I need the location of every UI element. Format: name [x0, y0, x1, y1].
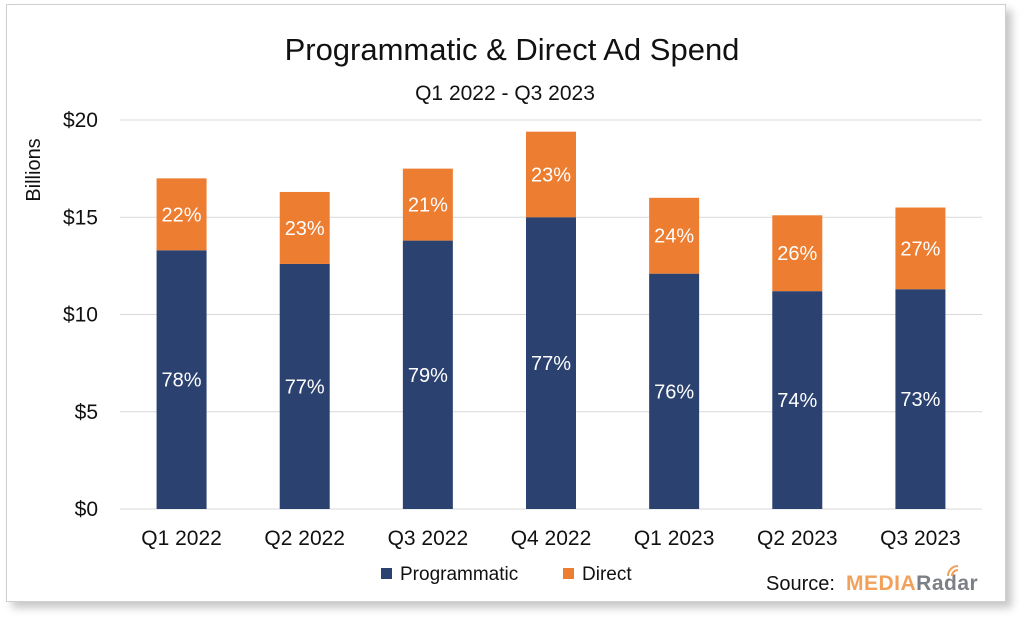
data-label-programmatic: 77% — [531, 353, 571, 375]
legend: Programmatic Direct — [381, 564, 632, 585]
x-category-label: Q1 2022 — [141, 527, 222, 550]
source-label: Source: — [766, 573, 835, 595]
x-axis-categories: Q1 2022 Q2 2022 Q3 2022 Q4 2022 Q1 2023 Q2 20… — [141, 527, 960, 550]
data-label-direct: 24% — [654, 226, 694, 248]
data-label-direct: 21% — [408, 195, 448, 217]
x-category-label: Q2 2023 — [757, 527, 838, 550]
chart-subtitle: Q1 2022 - Q3 2023 — [415, 82, 595, 105]
bar-programmatic — [526, 217, 576, 509]
x-category-label: Q4 2022 — [511, 527, 592, 550]
x-category-label: Q2 2022 — [264, 527, 345, 550]
y-tick-label: $0 — [75, 498, 98, 521]
source-logo-media: MEDIA — [846, 572, 916, 595]
bar-direct — [279, 191, 330, 264]
y-tick-label: $15 — [63, 206, 98, 229]
radar-icon — [947, 565, 959, 577]
data-label-programmatic: 78% — [162, 370, 202, 392]
source-credit: Source: MEDIARadar — [766, 565, 978, 595]
x-category-label: Q1 2023 — [634, 527, 715, 550]
data-label-direct: 26% — [777, 243, 817, 265]
y-tick-label: $5 — [75, 401, 98, 424]
x-category-label: Q3 2023 — [880, 527, 961, 550]
chart-title: Programmatic & Direct Ad Spend — [285, 32, 740, 67]
bar-programmatic — [895, 289, 946, 509]
bar-programmatic — [649, 273, 700, 509]
legend-label-programmatic: Programmatic — [400, 564, 518, 585]
y-axis-label: Billions — [23, 138, 45, 201]
y-axis-ticks: $0 $5 $10 $15 $20 — [63, 109, 98, 521]
data-label-programmatic: 74% — [777, 390, 817, 412]
data-label-direct: 22% — [162, 204, 202, 226]
bar-programmatic — [279, 263, 330, 509]
bar-programmatic — [402, 240, 453, 509]
legend-swatch-direct — [563, 568, 574, 579]
bar-programmatic — [156, 250, 207, 509]
data-label-programmatic: 79% — [408, 365, 448, 387]
bar-direct — [772, 215, 823, 292]
data-label-programmatic: 73% — [900, 389, 940, 411]
bar-direct — [156, 178, 207, 251]
data-label-direct: 23% — [531, 164, 571, 186]
data-label-direct: 23% — [285, 218, 325, 240]
bar-programmatic — [772, 291, 823, 509]
bar-direct — [526, 131, 576, 218]
legend-swatch-programmatic — [381, 568, 392, 579]
data-label-programmatic: 76% — [654, 381, 694, 403]
x-category-label: Q3 2022 — [388, 527, 469, 550]
data-label-direct: 27% — [900, 238, 940, 260]
bar-direct — [649, 197, 700, 274]
source-logo: MEDIARadar — [846, 572, 978, 595]
bar-direct — [402, 168, 453, 241]
y-tick-label: $20 — [63, 109, 98, 132]
bars: 78% 22% 77% 23% 79% 21% 77% 23% 76% 24% 74% 26% 73% 2… — [156, 131, 946, 509]
y-tick-label: $10 — [63, 304, 98, 327]
legend-label-direct: Direct — [582, 564, 632, 585]
bar-direct — [895, 207, 946, 290]
data-label-programmatic: 77% — [285, 376, 325, 398]
source-logo-radar: Radar — [916, 572, 978, 595]
